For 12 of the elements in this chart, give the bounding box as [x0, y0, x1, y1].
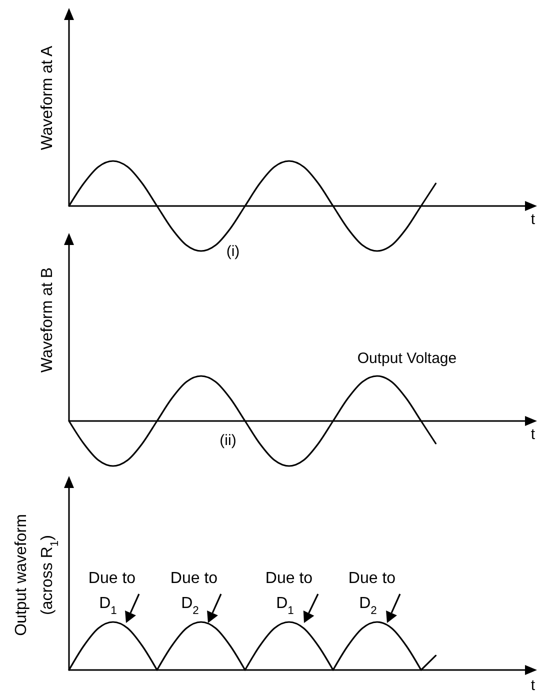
x-axis-title: t: [530, 211, 536, 228]
text: Due to D$_{2}$: [348, 570, 396, 617]
annotation: (ii): [220, 432, 236, 449]
text: Due to D$_{1}$: [265, 570, 313, 617]
text: Due to D$_{1}$: [88, 570, 136, 617]
text: Output Voltage: [357, 350, 457, 367]
annotation: (i): [226, 243, 240, 260]
text: Due to D$_{2}$: [170, 570, 218, 617]
x-axis-title: t: [530, 426, 536, 443]
y-axis-title: Waveform at B: [39, 267, 56, 373]
x-axis-title: t: [530, 677, 536, 694]
y-axis-title: Waveform at A: [39, 46, 56, 150]
